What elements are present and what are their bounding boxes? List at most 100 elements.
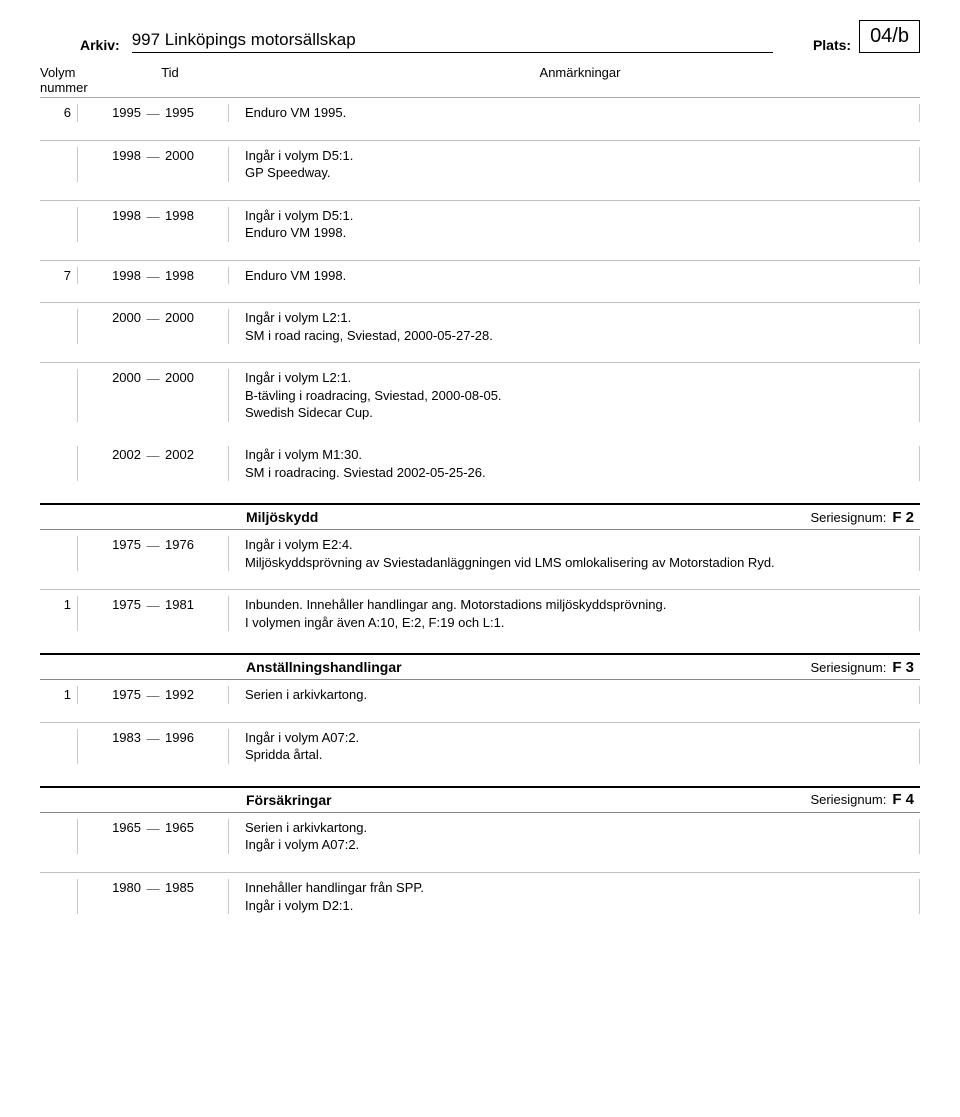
serie-signum: F 3 xyxy=(892,659,914,676)
note-line: Serien i arkivkartong. xyxy=(245,819,919,837)
dash-icon: — xyxy=(141,688,165,703)
dash-icon: — xyxy=(141,731,165,746)
note-line: Ingår i volym D5:1. xyxy=(245,147,919,165)
notes: Serien i arkivkartong. xyxy=(245,686,919,704)
section-title: Försäkringar xyxy=(246,792,332,808)
year-range: 1975—1976 xyxy=(78,536,228,571)
note-line: Swedish Sidecar Cup. xyxy=(245,404,919,422)
notes: Ingår i volym A07:2.Spridda årtal. xyxy=(245,729,919,764)
year-range: 1975—1981 xyxy=(78,596,228,631)
dash-icon: — xyxy=(141,149,165,164)
note-line: B-tävling i roadracing, Sviestad, 2000-0… xyxy=(245,387,919,405)
note-line: Enduro VM 1995. xyxy=(245,104,919,122)
entry-row: 2000—2000Ingår i volym L2:1.B-tävling i … xyxy=(40,363,920,440)
year-to: 1965 xyxy=(165,820,215,835)
year-to: 1995 xyxy=(165,105,215,120)
volume-number xyxy=(40,446,78,481)
dash-icon: — xyxy=(141,106,165,121)
volume-number xyxy=(40,309,78,344)
year-to: 1998 xyxy=(165,268,215,283)
year-to: 2000 xyxy=(165,310,215,325)
year-from: 1998 xyxy=(91,208,141,223)
year-from: 1998 xyxy=(91,268,141,283)
notes: Ingår i volym M1:30.SM i roadracing. Svi… xyxy=(245,446,919,481)
year-to: 1976 xyxy=(165,537,215,552)
dash-icon: — xyxy=(141,821,165,836)
dash-icon: — xyxy=(141,598,165,613)
year-from: 1965 xyxy=(91,820,141,835)
note-line: I volymen ingår även A:10, E:2, F:19 och… xyxy=(245,614,919,632)
section-header: FörsäkringarSeriesignum:F 4 xyxy=(40,786,920,812)
dash-icon: — xyxy=(141,538,165,553)
dash-icon: — xyxy=(141,448,165,463)
note-line: Inbunden. Innehåller handlingar ang. Mot… xyxy=(245,596,919,614)
note-line: Innehåller handlingar från SPP. xyxy=(245,879,919,897)
note-line: Enduro VM 1998. xyxy=(245,267,919,285)
year-range: 2002—2002 xyxy=(78,446,228,481)
entry-row: 1965—1965Serien i arkivkartong.Ingår i v… xyxy=(40,813,920,872)
notes: Enduro VM 1995. xyxy=(245,104,919,122)
volume-number xyxy=(40,879,78,914)
note-line: Spridda årtal. xyxy=(245,746,919,764)
year-from: 1995 xyxy=(91,105,141,120)
arkiv-title: 997 Linköpings motorsällskap xyxy=(132,30,773,53)
note-line: Ingår i volym D2:1. xyxy=(245,897,919,915)
col-volym-l2: nummer xyxy=(40,80,100,95)
dash-icon: — xyxy=(141,881,165,896)
entry-row: 61995—1995Enduro VM 1995. xyxy=(40,98,920,140)
col-volym: Volym nummer xyxy=(40,65,100,95)
serie-signum: F 2 xyxy=(892,509,914,526)
entry-row: 1975—1976 Ingår i volym E2:4.Miljöskyddsp… xyxy=(40,530,920,589)
notes: Innehåller handlingar från SPP.Ingår i v… xyxy=(245,879,919,914)
year-range: 1998—1998 xyxy=(78,267,228,285)
volume-number xyxy=(40,207,78,242)
year-to: 2002 xyxy=(165,447,215,462)
entry-row: 1983—1996 Ingår i volym A07:2.Spridda årt… xyxy=(40,723,920,782)
col-tid: Tid xyxy=(100,65,240,95)
note-line: Miljöskyddsprövning av Sviestadanläggnin… xyxy=(245,554,919,572)
note-line: Ingår i volym L2:1. xyxy=(245,309,919,327)
year-from: 2002 xyxy=(91,447,141,462)
year-to: 1981 xyxy=(165,597,215,612)
notes: Ingår i volym D5:1.Enduro VM 1998. xyxy=(245,207,919,242)
volume-number: 6 xyxy=(40,104,78,122)
entry-row: 1980—1985Innehåller handlingar från SPP.… xyxy=(40,873,920,932)
year-from: 2000 xyxy=(91,370,141,385)
note-line: SM i road racing, Sviestad, 2000-05-27-2… xyxy=(245,327,919,345)
note-line: Ingår i volym E2:4. xyxy=(245,536,919,554)
year-range: 1995—1995 xyxy=(78,104,228,122)
entry-row: 1 1975—1992 Serien i arkivkartong. xyxy=(40,680,920,722)
year-range: 1998—2000 xyxy=(78,147,228,182)
volume-number: 1 xyxy=(40,686,78,704)
volume-number: 7 xyxy=(40,267,78,285)
year-from: 1998 xyxy=(91,148,141,163)
year-range: 1983—1996 xyxy=(78,729,228,764)
content-area: 61995—1995Enduro VM 1995.1998—2000Ingår … xyxy=(40,97,920,932)
year-to: 2000 xyxy=(165,148,215,163)
notes: Ingår i volym D5:1.GP Speedway. xyxy=(245,147,919,182)
year-from: 2000 xyxy=(91,310,141,325)
arkiv-label: Arkiv: xyxy=(80,37,120,53)
year-from: 1983 xyxy=(91,730,141,745)
serie-label: Seriesignum: xyxy=(810,510,886,525)
entry-row: 11975—1981Inbunden. Innehåller handlinga… xyxy=(40,590,920,649)
note-line: Ingår i volym M1:30. xyxy=(245,446,919,464)
note-line: Enduro VM 1998. xyxy=(245,224,919,242)
section-title: Miljöskydd xyxy=(246,509,318,525)
year-to: 1992 xyxy=(165,687,215,702)
dash-icon: — xyxy=(141,311,165,326)
section-header: Miljöskydd Seriesignum: F 2 xyxy=(40,503,920,529)
year-from: 1975 xyxy=(91,687,141,702)
note-line: GP Speedway. xyxy=(245,164,919,182)
note-line: Serien i arkivkartong. xyxy=(245,686,919,704)
year-range: 1965—1965 xyxy=(78,819,228,854)
dash-icon: — xyxy=(141,371,165,386)
year-to: 1996 xyxy=(165,730,215,745)
year-range: 1998—1998 xyxy=(78,207,228,242)
note-line: Ingår i volym L2:1. xyxy=(245,369,919,387)
serie-label: Seriesignum: xyxy=(810,792,886,807)
note-line: Ingår i volym A07:2. xyxy=(245,729,919,747)
notes: Inbunden. Innehåller handlingar ang. Mot… xyxy=(245,596,919,631)
volume-number xyxy=(40,819,78,854)
entry-row: 2002—2002 Ingår i volym M1:30.SM i roadra… xyxy=(40,440,920,499)
